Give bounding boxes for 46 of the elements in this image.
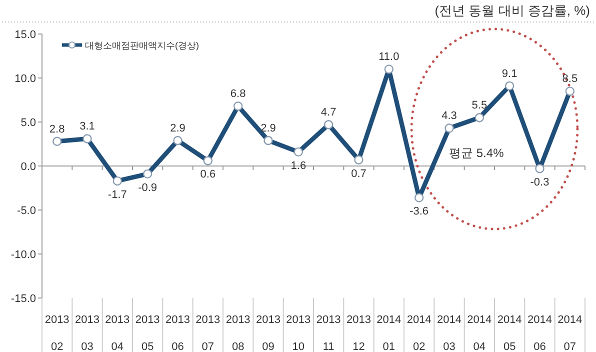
y-tick-label: -15.0: [10, 293, 36, 305]
y-tick-label: -5.0: [17, 205, 36, 217]
text: 5.5: [472, 100, 488, 112]
category-label: 2013 11: [316, 314, 341, 352]
chart-title: (전년 동월 대비 증감률, %): [434, 3, 590, 18]
text: 3.1: [80, 120, 95, 133]
category-label: 2014 06: [528, 314, 552, 352]
category-label: 2013 09: [256, 314, 280, 352]
category-label: 2014 01: [376, 314, 402, 352]
category-label: 2013 08: [226, 314, 250, 352]
category-label: 2013 06: [166, 314, 190, 352]
category-label: 2013 02: [44, 314, 70, 352]
text: 0.6: [200, 168, 216, 181]
text: 0.7: [351, 168, 366, 180]
text: -3.6: [410, 206, 429, 218]
text: 6.8: [230, 88, 246, 100]
text: -1.7: [108, 188, 127, 201]
legend-label: 대형소매점판매액지수(경상): [85, 40, 199, 50]
text: 2.8: [49, 123, 65, 136]
text: 11.0: [378, 51, 400, 64]
category-label: 2013 10: [286, 314, 311, 352]
category-label: 2013 03: [75, 314, 100, 352]
text: -0.3: [530, 176, 550, 189]
text: 4.7: [320, 106, 336, 119]
text: 1.6: [290, 160, 306, 172]
text: 2.9: [260, 122, 276, 134]
text: 8.5: [562, 73, 578, 86]
category-label: 2014 02: [406, 314, 432, 352]
category-label: 2014 07: [558, 314, 582, 352]
category-label: 2013 04: [105, 314, 130, 352]
category-label: 2013 12: [346, 314, 371, 352]
category-label: 2013 07: [196, 314, 220, 352]
text: 4.3: [442, 110, 457, 122]
y-tick-label: 5.0: [20, 117, 36, 129]
annotation: 평균 5.4%: [449, 146, 504, 160]
text: -0.9: [138, 182, 158, 194]
y-tick-label: 15.0: [14, 29, 36, 41]
text: 2.9: [170, 122, 186, 134]
category-label: 2013 05: [135, 314, 160, 352]
text: 9.1: [502, 68, 518, 80]
y-tick-label: 0.0: [20, 161, 36, 173]
category-label: 2014 03: [437, 314, 462, 352]
category-label: 2014 05: [497, 314, 522, 352]
y-tick-label: 10.0: [14, 73, 36, 85]
y-tick-label: -10.0: [10, 249, 36, 261]
category-label: 2014 04: [467, 314, 492, 352]
